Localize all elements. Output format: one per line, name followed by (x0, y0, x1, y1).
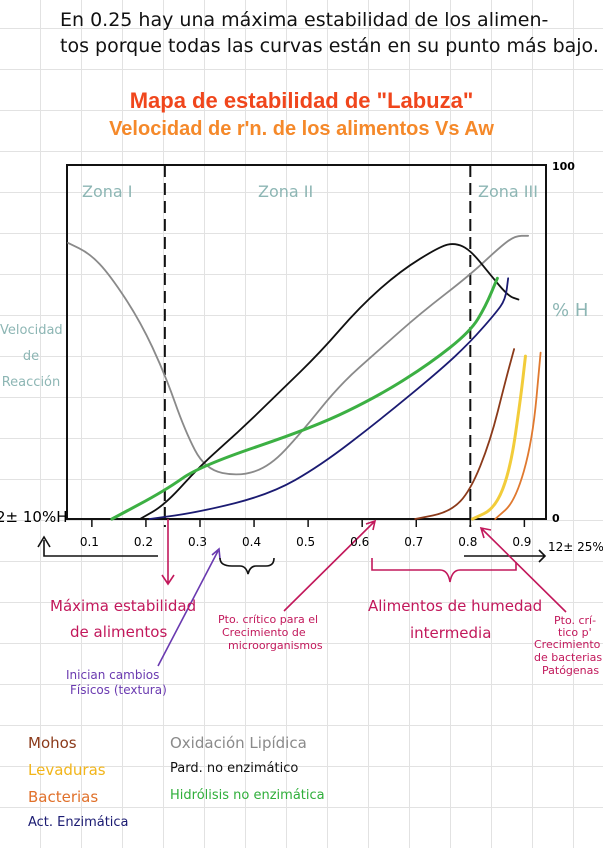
annotation-critical-bact-line5: Patógenas (542, 664, 600, 677)
annotation-max-stability-line2: de alimentos (70, 623, 168, 641)
x-tick-label: 0.7 (404, 535, 424, 549)
annotation-physical-line2: Físicos (textura) (70, 683, 167, 697)
critical-micro-arrow (283, 519, 377, 612)
series-act-enzim-tica (148, 277, 510, 520)
legend-act-enzimatica: Act. Enzimática (28, 815, 129, 830)
left-arrow (37, 535, 158, 557)
brace-0-4 (219, 557, 275, 575)
x-tick-label: 0.3 (187, 535, 208, 549)
annotation-critical-bact-line2: tico p' (558, 626, 592, 639)
x-tick-label: 0.4 (242, 535, 262, 549)
y2-axis-label: % H (552, 300, 589, 321)
left-moisture-marker: 2± 10%H (0, 508, 68, 526)
legend-levaduras: Levaduras (28, 761, 106, 779)
series-pard-no-enzim-tico (139, 243, 520, 520)
legend-oxidacion-lipidica: Oxidación Lipídica (170, 734, 307, 752)
series-oxidaci-n-lip-dica (67, 234, 530, 476)
annotation-critical-micro-line1: Pto. crítico para el (218, 613, 319, 626)
series-mohos (414, 348, 516, 520)
zone-label-2: Zona II (258, 182, 314, 201)
annotation-critical-bact-line1: Pto. crí- (554, 614, 597, 627)
legend-pard-no-enzimatico: Pard. no enzimático (170, 761, 299, 776)
series-hidr-lisis-no-enzim-tica (110, 276, 499, 521)
x-tick-label: 0.1 (79, 535, 99, 549)
x-tick-label: 0.9 (512, 535, 532, 549)
zone-label-3: Zona III (478, 182, 538, 201)
plot-frame (66, 164, 547, 520)
annotation-critical-bact-line3: Crecimiento (534, 638, 601, 651)
legend-bacterias: Bacterias (28, 788, 99, 806)
right-moisture-marker: 12± 25%H (548, 540, 603, 554)
critical-bact-arrow (479, 526, 567, 613)
note-line-2: tos porque todas las curvas están en su … (60, 35, 599, 57)
y2-tick-0: 0 (552, 512, 560, 525)
annotation-critical-micro-line3: microorganismos (228, 639, 323, 652)
annotation-critical-bact-line4: de bacterias (534, 651, 603, 664)
chart-subtitle: Velocidad de r'n. de los alimentos Vs Aw (109, 118, 494, 140)
annotation-intermediate-line2: intermedia (410, 624, 492, 642)
annotation-physical-line1: Inician cambios (66, 668, 160, 682)
annotation-max-stability-line1: Máxima estabilidad (50, 597, 197, 615)
legend-mohos: Mohos (28, 734, 77, 752)
physical-change-arrow (157, 547, 221, 667)
right-arrow (464, 549, 547, 563)
x-tick-label: 0.6 (350, 535, 370, 549)
series-bacterias (494, 351, 542, 520)
x-tick-label: 0.8 (458, 535, 478, 549)
series-levaduras (470, 354, 527, 521)
annotation-critical-micro-line2: Crecimiento de (222, 626, 306, 639)
annotation-intermediate-line1: Alimentos de humedad (368, 597, 543, 615)
y2-tick-100: 100 (552, 160, 575, 173)
zone-label-1: Zona I (82, 182, 133, 201)
note-line-1: En 0.25 hay una máxima estabilidad de lo… (60, 9, 549, 31)
y-axis-label: Velocidad de Reacción (0, 323, 63, 390)
intermediate-brace (371, 558, 517, 583)
x-tick-label: 0.5 (296, 535, 316, 549)
legend-hidrolisis: Hidrólisis no enzimática (170, 788, 325, 803)
max-stability-arrow (161, 519, 175, 586)
x-tick-label: 0.2 (133, 535, 154, 549)
chart-title: Mapa de estabilidad de "Labuza" (129, 88, 474, 113)
